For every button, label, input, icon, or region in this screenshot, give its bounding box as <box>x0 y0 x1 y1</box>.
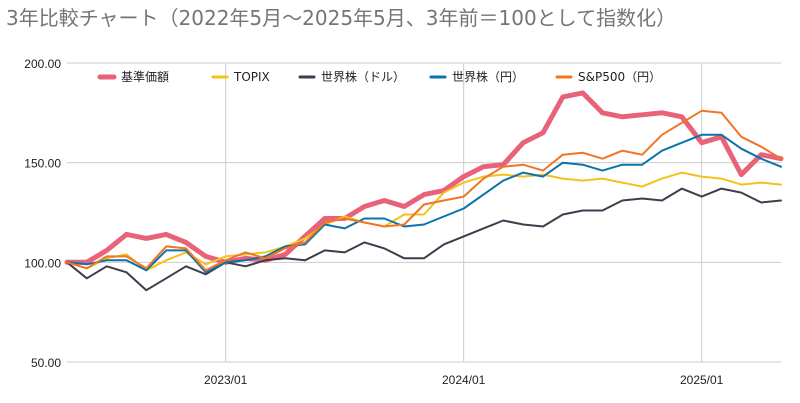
series-line-0 <box>64 90 784 265</box>
series-line-4 <box>66 109 782 272</box>
x-tick-label: 2023/01 <box>204 373 248 387</box>
series-line-1 <box>66 171 782 272</box>
y-tick-label: 100.00 <box>24 256 61 270</box>
legend-label: 世界株（円） <box>452 69 524 84</box>
legend-label: S&P500（円） <box>578 70 661 84</box>
x-tick-label: 2024/01 <box>442 373 486 387</box>
y-tick-label: 150.00 <box>24 157 61 171</box>
y-tick-label: 50.00 <box>31 356 61 370</box>
chart-title: 3年比較チャート（2022年5月～2025年5月、3年前＝100として指数化） <box>6 6 677 30</box>
series-line-3 <box>66 133 782 274</box>
axis-labels: 50.00 100.00 150.00 200.00 2023/01 2024/01 202… <box>24 57 723 387</box>
series-lines <box>64 90 784 292</box>
legend: 基準価額 TOPIX 世界株（ドル） 世界株（円） S&P500（円） <box>97 69 661 84</box>
legend-label: 基準価額 <box>121 69 169 84</box>
legend-label: 世界株（ドル） <box>321 69 405 84</box>
x-tick-label: 2025/01 <box>680 373 724 387</box>
y-tick-label: 200.00 <box>24 57 61 71</box>
series-line-2 <box>66 187 782 292</box>
grid-lines <box>67 62 781 363</box>
legend-label: TOPIX <box>233 70 270 84</box>
